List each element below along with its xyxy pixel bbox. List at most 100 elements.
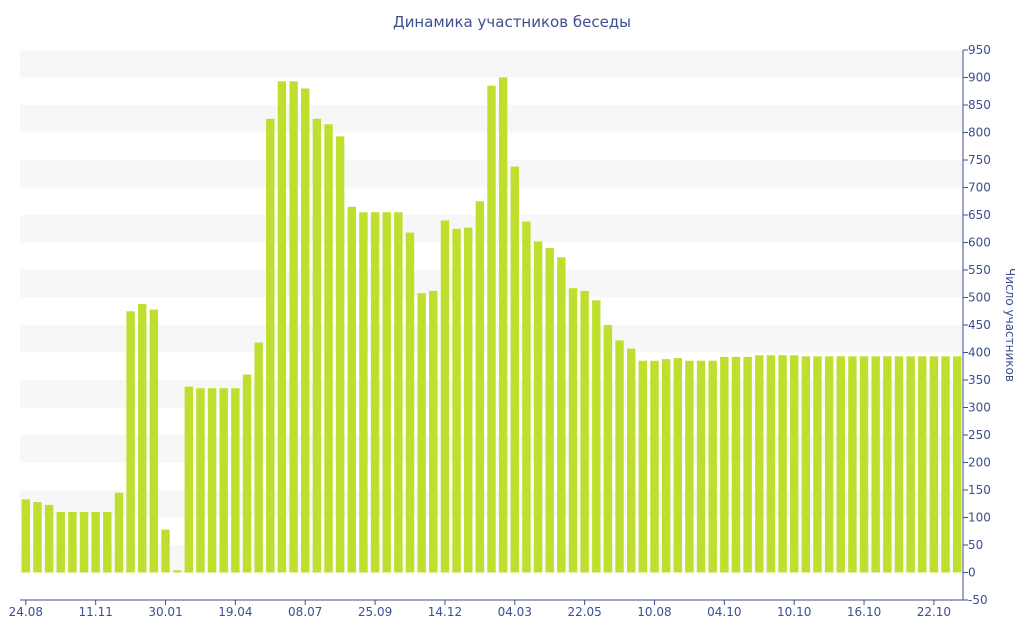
- bar: [615, 340, 624, 573]
- y-tick-label: 750: [968, 153, 991, 167]
- bar: [918, 356, 927, 573]
- bar: [894, 356, 904, 573]
- bar: [592, 300, 601, 573]
- bar: [405, 232, 415, 573]
- bar: [21, 499, 31, 573]
- bar: [266, 118, 275, 573]
- bar: [883, 356, 892, 573]
- bar: [603, 325, 613, 573]
- bar: [545, 248, 554, 573]
- x-tick-label: 10.10: [777, 605, 811, 619]
- bar: [91, 512, 100, 573]
- bar: [324, 124, 333, 573]
- bar: [720, 356, 729, 573]
- grid-band: [20, 50, 963, 78]
- bar: [114, 492, 124, 573]
- bar: [708, 360, 717, 573]
- y-tick-label: 700: [968, 181, 991, 195]
- bar: [836, 356, 845, 573]
- bar: [696, 360, 706, 573]
- y-tick-label: 500: [968, 291, 991, 305]
- x-tick-label: 11.11: [78, 605, 112, 619]
- bar: [79, 512, 89, 573]
- bar: [429, 290, 438, 573]
- bar: [289, 81, 298, 573]
- bar: [33, 502, 42, 573]
- y-tick-label: 450: [968, 318, 991, 332]
- bar: [231, 388, 240, 573]
- bar: [813, 356, 822, 573]
- x-tick-label: 16.10: [847, 605, 881, 619]
- bar: [650, 360, 659, 573]
- bar: [184, 386, 193, 573]
- x-axis: 24.08 11.11 30.01 19.04 08.07 25.09 14.12 04.03…: [9, 599, 963, 619]
- bar: [673, 358, 682, 573]
- bar: [219, 388, 228, 573]
- y-tick-label: 350: [968, 373, 991, 387]
- bar: [126, 311, 135, 573]
- bar: [638, 360, 648, 573]
- bar: [452, 228, 461, 573]
- x-tick-label: 04.10: [707, 605, 741, 619]
- y-tick-label: 850: [968, 98, 991, 112]
- bar: [301, 88, 310, 573]
- bar: [196, 388, 205, 573]
- bar: [487, 85, 496, 573]
- x-tick-label: 22.10: [917, 605, 951, 619]
- bar: [277, 81, 287, 573]
- bar: [743, 356, 752, 573]
- bar: [440, 220, 450, 573]
- bar: [68, 512, 77, 573]
- x-tick-label: 19.04: [218, 605, 252, 619]
- x-tick-label: 25.09: [358, 605, 392, 619]
- chart-title: Динамика участников беседы: [392, 13, 632, 31]
- y-tick-label: 100: [968, 511, 991, 525]
- bar: [207, 388, 217, 573]
- bar: [801, 356, 811, 573]
- bar: [56, 512, 65, 573]
- bar: [44, 504, 54, 573]
- bar: [941, 356, 950, 573]
- y-tick-label: -50: [968, 593, 988, 607]
- bar: [661, 359, 671, 573]
- bar: [172, 570, 182, 573]
- bar: [580, 290, 589, 573]
- y-tick-label: 550: [968, 263, 991, 277]
- bar: [417, 293, 426, 573]
- bar: [394, 212, 403, 573]
- bar: [731, 356, 741, 573]
- bar: [755, 355, 764, 573]
- y-axis-title: Число участников: [1003, 268, 1017, 382]
- bar: [906, 356, 915, 573]
- bar: [498, 77, 508, 573]
- bar: [103, 512, 112, 573]
- bar: [859, 356, 869, 573]
- x-tick-label: 08.07: [288, 605, 322, 619]
- y-tick-label: 300: [968, 401, 991, 415]
- bar: [149, 309, 159, 573]
- bar: [370, 212, 380, 573]
- x-tick-label: 22.05: [567, 605, 601, 619]
- bar: [359, 212, 368, 573]
- bar: [533, 241, 543, 573]
- y-tick-label: 150: [968, 483, 991, 497]
- bar: [510, 166, 519, 573]
- x-tick-label: 14.12: [428, 605, 462, 619]
- y-tick-label: 900: [968, 71, 991, 85]
- bar: [790, 355, 799, 573]
- bar: [522, 221, 531, 573]
- bar: [475, 201, 485, 573]
- x-tick-label: 10.08: [637, 605, 671, 619]
- y-tick-label: 400: [968, 346, 991, 360]
- x-tick-label: 04.03: [498, 605, 532, 619]
- bar: [568, 288, 578, 573]
- bar: [312, 118, 322, 573]
- y-tick-label: 50: [968, 538, 983, 552]
- bar: [824, 356, 834, 573]
- bar: [464, 227, 473, 573]
- y-tick-label: 0: [968, 566, 976, 580]
- bar: [161, 529, 170, 573]
- bar: [242, 374, 252, 573]
